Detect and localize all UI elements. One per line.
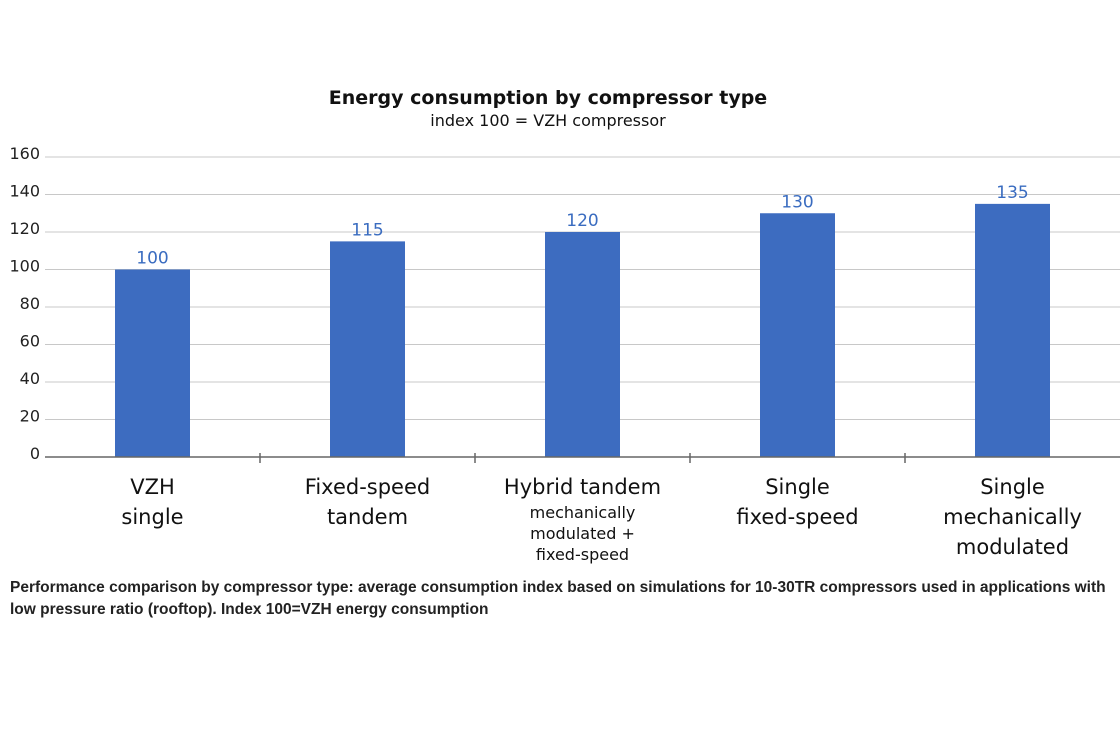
y-tick-label: 40 xyxy=(20,369,40,388)
category-label: fixed-speed xyxy=(736,505,858,529)
bar xyxy=(545,232,620,457)
data-label: 130 xyxy=(781,192,813,212)
category-label: Single xyxy=(980,475,1045,499)
data-label: 135 xyxy=(996,183,1028,203)
y-tick-label: 100 xyxy=(9,257,40,276)
category-labels: VZH single Fixed-speed tandem Hybrid tandem m… xyxy=(121,475,1081,564)
category-label: single xyxy=(121,505,183,529)
bar xyxy=(115,269,190,457)
bars xyxy=(115,203,1050,457)
category-label: Single xyxy=(765,475,830,499)
y-tick-label: 80 xyxy=(20,294,40,313)
category-label: Fixed-speed xyxy=(305,475,430,499)
y-tick-label: 0 xyxy=(30,444,40,463)
category-label: VZH xyxy=(130,475,175,499)
category-sublabel: mechanically xyxy=(530,503,636,522)
data-labels: 100 115 120 130 135 xyxy=(136,183,1028,269)
y-tick-label: 120 xyxy=(9,219,40,238)
y-axis-ticks: 0 20 40 60 80 100 120 140 160 xyxy=(9,144,40,463)
chart-subtitle: index 100 = VZH compressor xyxy=(430,111,666,130)
category-label: Hybrid tandem xyxy=(504,475,661,499)
category-sublabel: fixed-speed xyxy=(536,545,629,564)
x-axis xyxy=(45,453,1120,463)
y-tick-label: 140 xyxy=(9,182,40,201)
chart-title: Energy consumption by compressor type xyxy=(329,87,767,109)
bar xyxy=(760,213,835,457)
y-tick-label: 20 xyxy=(20,407,40,426)
bar xyxy=(975,203,1050,457)
bar-chart: Energy consumption by compressor type in… xyxy=(9,87,1120,564)
figure-caption: Performance comparison by compressor typ… xyxy=(10,579,1106,618)
y-tick-label: 60 xyxy=(20,332,40,351)
data-label: 115 xyxy=(351,220,383,240)
data-label: 100 xyxy=(136,249,168,269)
y-tick-label: 160 xyxy=(9,144,40,163)
bar xyxy=(330,241,405,457)
data-label: 120 xyxy=(566,211,598,231)
category-label: modulated xyxy=(956,535,1069,559)
category-label: mechanically xyxy=(943,505,1082,529)
category-sublabel: modulated + xyxy=(530,524,635,543)
category-label: tandem xyxy=(327,505,408,529)
